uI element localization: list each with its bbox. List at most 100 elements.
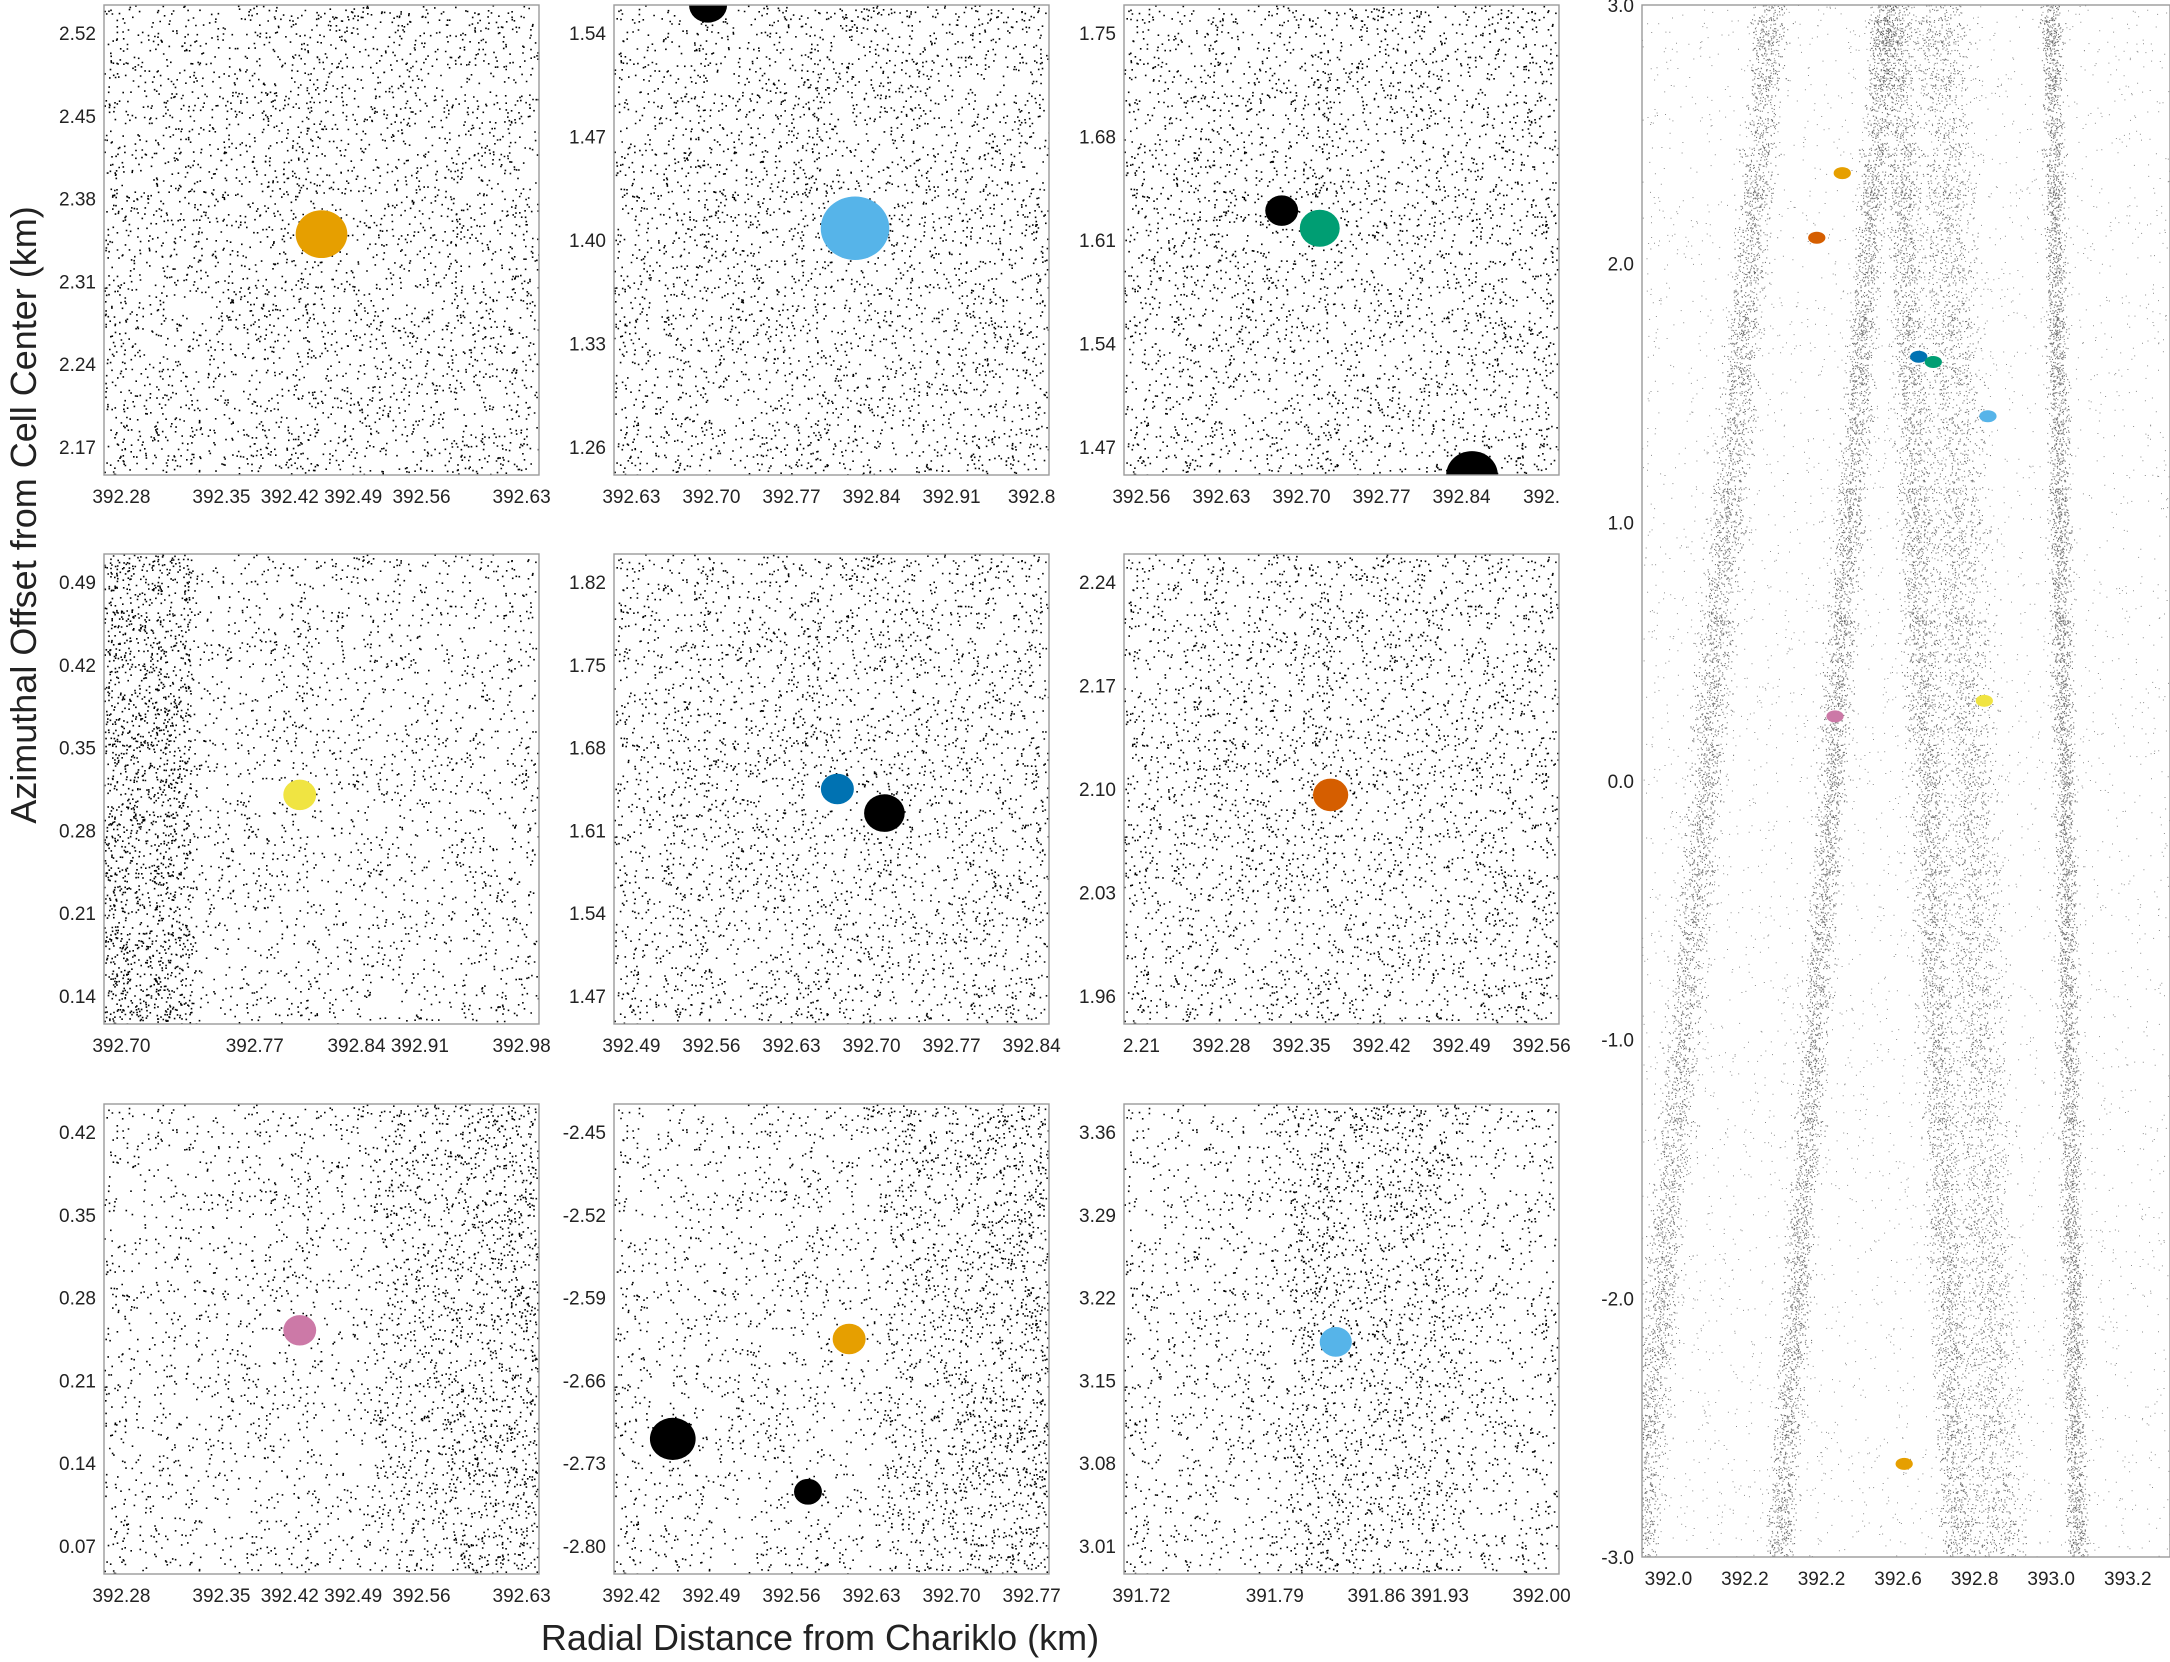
y-tick-label: -2.45 [563,1123,606,1144]
y-tick-label: 1.47 [569,128,606,149]
y-tick-label: 2.17 [59,438,96,459]
x-tick-label: 392.56 [762,1586,820,1607]
x-tick-label: 392.56 [682,1036,740,1057]
tracked-particle [283,1315,316,1345]
x-tick-label: 392.28 [92,1586,150,1607]
x-tick-label: 392.42 [602,1586,660,1607]
y-tick-label: -2.80 [563,1537,606,1558]
y-tick-label: 2.24 [59,355,96,376]
y-tick-label: 2.52 [59,24,96,45]
x-tick-label: 393.2 [2104,1569,2152,1590]
particle-field [1124,5,1560,499]
y-tick-label: 2.38 [59,190,96,211]
x-tick-label: 392.00 [1513,1586,1571,1607]
ring-band [1905,5,2032,1557]
tracked-particle [794,1479,822,1505]
x-tick-label: 392.70 [922,1586,980,1607]
x-tick-label: 392.84 392.91 [327,1036,449,1057]
x-tick-label: 392.77 [922,1036,980,1057]
x-tick-label: 392.42 392.49 [261,1586,383,1607]
ring-band [2038,5,2090,1557]
x-tick-label: 392.28 [1192,1036,1250,1057]
panel-row3-col2: 392.42 392.49 392.56 392.63 392.70 392.77-2.4… [563,1104,1061,1607]
x-tick-label: 392.49 [602,1036,660,1057]
tracked-particle [1979,410,1996,422]
y-tick-label: -1.0 [1601,1031,1634,1052]
y-tick-label: 1.54 [569,24,606,45]
y-tick-label: 0.49 [59,573,96,594]
particle-field [104,1104,540,1575]
tracked-particle [296,210,348,258]
y-tick-label: 3.36 [1079,1123,1116,1144]
tracked-particle [1313,779,1348,812]
background-particles [104,554,540,1026]
panel-row2-col1: 392.70 392.77 392.84 392.91 392.980.490.420… [59,554,551,1057]
x-tick-label: 392.70 [682,487,740,508]
tracked-particle [1320,1327,1352,1357]
background-particles [104,1104,540,1575]
x-tick-label: 392.8 [1951,1569,1999,1590]
x-tick-label: 392.63 [842,1586,900,1607]
x-tick-label: 392.49 [682,1586,740,1607]
particle-field [1124,554,1560,1026]
y-tick-label: 0.07 [59,1537,96,1558]
x-tick-label: 392.42 [1352,1036,1410,1057]
y-tick-label: 0.14 [59,1454,96,1475]
x-tick-label: 392.84 [1003,1036,1062,1057]
ring-band [1624,5,1794,1557]
y-tick-label: 1.54 [1079,334,1116,355]
x-tick-label: 392.70 [92,1036,150,1057]
x-tick-label: 393.0 [2027,1569,2075,1590]
panels-layer: 392.28 392.35 392.42 392.49 392.56 392.632.5… [59,0,2170,1607]
x-tick-label: 392.63 [602,487,660,508]
panel-overview: 392.0 392.2 392.2 392.6 392.8 393.0 393.23.02.… [1601,0,2170,1590]
particle-field [614,1104,1051,1576]
tracked-particle [283,780,316,810]
y-tick-label: 0.28 [59,821,96,842]
y-tick-label: 1.54 [569,904,606,925]
y-tick-label: 0.42 [59,656,96,677]
particle-field [1624,5,2170,1558]
y-tick-label: 3.22 [1079,1289,1116,1310]
particle-field [614,554,1050,1026]
x-tick-label: 392.84 [1432,487,1491,508]
panel-row2-col3: 2.21 392.28 392.35 392.42 392.49 392.562.242.… [1079,554,1571,1057]
y-tick-label: 1.40 [569,231,606,252]
ring-band [1767,5,1904,1557]
x-tick-label: 392.63 [493,1586,551,1607]
x-tick-label: 392.0 [1645,1569,1693,1590]
panel-row3-col1: 392.28 392.35 392.42 392.49 392.56 392.630.4… [59,1104,551,1607]
y-tick-label: 1.75 [569,656,606,677]
y-tick-label: 1.47 [569,987,606,1008]
x-tick-label: 391.79 [1246,1586,1304,1607]
y-tick-label: 3.0 [1608,0,1634,17]
y-tick-label: 2.45 [59,107,96,128]
x-tick-label: 2.21 [1123,1036,1160,1057]
x-tick-label: 392.70 [1272,487,1330,508]
panel-row1-col3: 392.56 392.63 392.70 392.77 392.84 392.1.751.… [1079,5,1560,508]
y-tick-label: 1.0 [1608,513,1634,534]
particle-field [614,0,1050,476]
y-tick-label: 2.24 [1079,573,1116,594]
particle-field [104,5,540,476]
x-tick-label: 392.63 [762,1036,820,1057]
tracked-particle [689,0,727,23]
particle-field [1124,1104,1560,1575]
x-tick-label: 392.77 [226,1036,284,1057]
y-tick-label: 1.82 [569,573,606,594]
y-tick-label: 1.75 [1079,24,1116,45]
y-tick-label: 1.61 [1079,231,1116,252]
y-tick-label: -2.0 [1601,1289,1634,1310]
x-tick-label: 392.2 [1721,1569,1769,1590]
tracked-particle [864,794,905,832]
y-tick-label: 0.0 [1608,772,1634,793]
y-tick-label: 0.42 [59,1123,96,1144]
panel-row1-col1: 392.28 392.35 392.42 392.49 392.56 392.632.5… [59,5,551,508]
panel-row3-col3: 391.72 391.79 391.86 391.93 392.003.363.293… [1079,1104,1571,1607]
x-tick-label: 392.2 [1798,1569,1846,1590]
particle-field [104,554,540,1026]
background-particles [1124,5,1560,477]
y-tick-label: 1.47 [1079,438,1116,459]
figure-ylabel: Azimuthal Offset from Cell Center (km) [3,206,44,823]
